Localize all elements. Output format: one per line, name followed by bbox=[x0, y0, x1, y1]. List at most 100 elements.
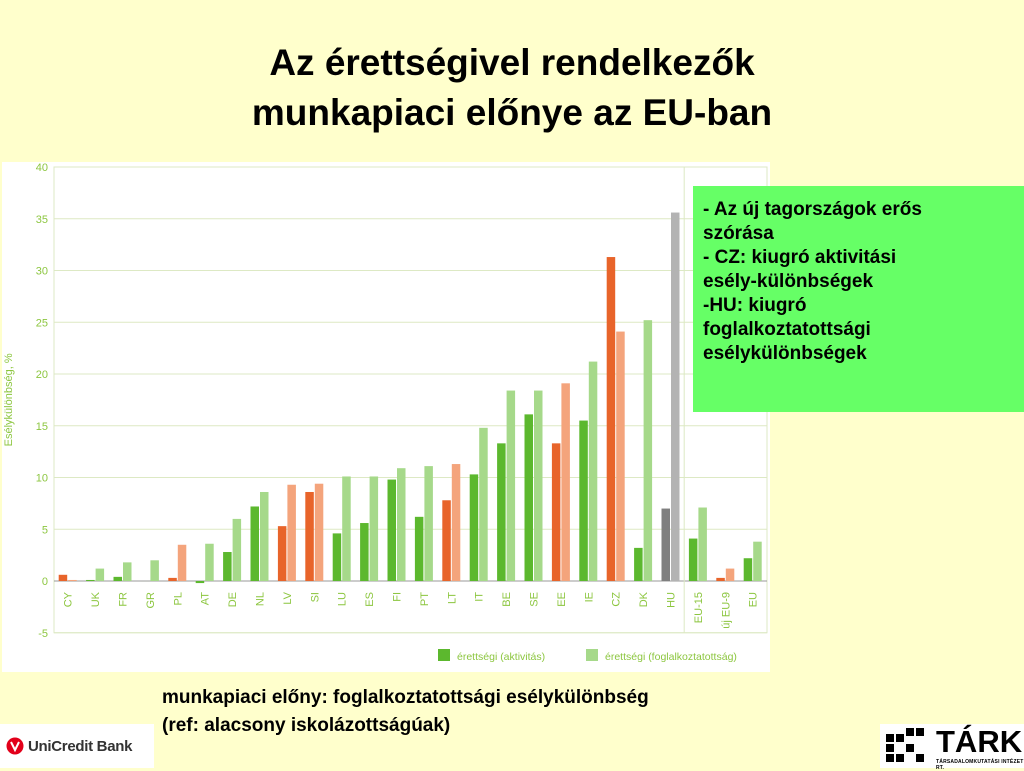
bar-UK-series-1 bbox=[86, 580, 95, 581]
bar-PL-series-2 bbox=[178, 545, 187, 581]
x-tick-label: GR bbox=[145, 592, 157, 609]
legend-swatch-2 bbox=[586, 649, 598, 661]
bar-DE-series-1 bbox=[223, 552, 232, 581]
x-tick-label: UK bbox=[90, 591, 102, 607]
x-tick-label: BE bbox=[501, 592, 513, 607]
bar-ES-series-1 bbox=[360, 523, 369, 581]
bar-EU-series-2 bbox=[753, 542, 762, 581]
bar-EU-15-series-1 bbox=[689, 539, 698, 581]
x-tick-label: ES bbox=[364, 592, 376, 607]
note-line-3: - CZ: kiugró aktivitási bbox=[703, 246, 1014, 270]
x-tick-label: FR bbox=[118, 592, 130, 607]
bar-PT-series-2 bbox=[424, 466, 433, 581]
bar-IE-series-2 bbox=[589, 362, 598, 581]
x-tick-label: SE bbox=[529, 592, 541, 607]
bar-AT-series-2 bbox=[205, 544, 214, 581]
y-tick-label: 15 bbox=[36, 421, 48, 433]
bar-LT-series-2 bbox=[452, 464, 461, 581]
title-line-1: Az érettségivel rendelkezők bbox=[0, 38, 1024, 88]
bar-GR-series-2 bbox=[150, 560, 159, 581]
note-line-6: foglalkoztatottsági bbox=[703, 318, 1014, 342]
tarki-emblem-icon bbox=[882, 724, 932, 768]
bar-EE-series-1 bbox=[552, 443, 561, 581]
legend-swatch-1 bbox=[438, 649, 450, 661]
unicredit-logo: UniCredit Bank bbox=[0, 724, 154, 768]
bar-IT-series-1 bbox=[470, 474, 479, 581]
bar-NL-series-2 bbox=[260, 492, 269, 581]
bar-SI-series-2 bbox=[315, 484, 324, 581]
tarki-text: TÁRKI bbox=[936, 724, 1024, 760]
x-tick-label: AT bbox=[200, 592, 212, 606]
bar-DE-series-2 bbox=[233, 519, 242, 581]
bar-IT-series-2 bbox=[479, 428, 488, 581]
unicredit-emblem-icon bbox=[6, 737, 24, 755]
bar-LV-series-1 bbox=[278, 526, 287, 581]
bar-SE-series-1 bbox=[525, 414, 534, 581]
bar-SE-series-2 bbox=[534, 391, 543, 581]
caption-line-2: (ref: alacsony iskolázottságúak) bbox=[162, 712, 649, 740]
bar-UK-series-2 bbox=[96, 569, 105, 581]
x-tick-label: LU bbox=[337, 592, 349, 606]
x-tick-label: LT bbox=[446, 592, 458, 604]
bar-DK-series-1 bbox=[634, 548, 643, 581]
x-tick-label: HU bbox=[666, 592, 678, 608]
x-tick-label: NL bbox=[255, 592, 267, 606]
x-tick-label: IT bbox=[474, 592, 486, 602]
plot-frame bbox=[54, 167, 767, 633]
bar-PT-series-1 bbox=[415, 517, 424, 581]
x-tick-label: CY bbox=[63, 591, 75, 607]
bar-HU-series-2 bbox=[671, 213, 680, 581]
bar-új EU-9-series-2 bbox=[726, 569, 735, 581]
slide-title: Az érettségivel rendelkezők munkapiaci e… bbox=[0, 38, 1024, 138]
title-line-2: munkapiaci előnye az EU-ban bbox=[0, 88, 1024, 138]
unicredit-text: UniCredit Bank bbox=[28, 738, 132, 755]
y-tick-label: 35 bbox=[36, 214, 48, 226]
x-tick-label: FI bbox=[392, 592, 404, 602]
x-tick-label: IE bbox=[583, 592, 595, 602]
note-line-2: szórása bbox=[703, 222, 1014, 246]
bar-LV-series-2 bbox=[287, 485, 296, 581]
x-tick-label: EE bbox=[556, 592, 568, 607]
note-box: - Az új tagországok erős szórása - CZ: k… bbox=[693, 186, 1024, 412]
note-line-4: esély-különbségek bbox=[703, 270, 1014, 294]
caption-line-1: munkapiaci előny: foglalkoztatottsági es… bbox=[162, 684, 649, 712]
bar-új EU-9-series-1 bbox=[716, 578, 725, 581]
y-axis-label: Esélykülönbség, % bbox=[3, 353, 15, 446]
x-tick-label: DK bbox=[638, 591, 650, 607]
x-tick-label: PL bbox=[172, 592, 184, 605]
caption: munkapiaci előny: foglalkoztatottsági es… bbox=[162, 684, 649, 740]
x-tick-label: DE bbox=[227, 592, 239, 607]
note-line-1: - Az új tagországok erős bbox=[703, 198, 1014, 222]
note-line-7: esélykülönbségek bbox=[703, 342, 1014, 366]
bar-FI-series-1 bbox=[388, 480, 397, 581]
bar-ES-series-2 bbox=[370, 476, 379, 581]
bar-IE-series-1 bbox=[579, 421, 588, 581]
tarki-subtitle: TÁRSADALOMKUTATÁSI INTÉZET RT. bbox=[936, 759, 1024, 771]
bar-CY-series-2 bbox=[68, 580, 77, 581]
bar-FR-series-2 bbox=[123, 562, 132, 581]
bar-FR-series-1 bbox=[114, 577, 123, 581]
legend-label-1: érettségi (aktivitás) bbox=[457, 651, 545, 663]
y-tick-label: 25 bbox=[36, 317, 48, 329]
bar-LU-series-1 bbox=[333, 533, 342, 581]
bar-LU-series-2 bbox=[342, 476, 351, 581]
tarki-logo: TÁRKI TÁRSADALOMKUTATÁSI INTÉZET RT. bbox=[880, 724, 1024, 768]
x-tick-label: új EU-9 bbox=[720, 592, 732, 629]
x-tick-label: SI bbox=[309, 592, 321, 602]
y-tick-label: 20 bbox=[36, 369, 48, 381]
bar-EU-series-1 bbox=[744, 558, 753, 581]
x-tick-label: EU-15 bbox=[693, 592, 705, 623]
bar-LT-series-1 bbox=[442, 500, 451, 581]
bar-CZ-series-1 bbox=[607, 257, 616, 581]
note-line-5: -HU: kiugró bbox=[703, 294, 1014, 318]
y-tick-label: -5 bbox=[38, 628, 48, 640]
bar-SI-series-1 bbox=[305, 492, 314, 581]
bar-BE-series-2 bbox=[507, 391, 515, 581]
x-tick-label: LV bbox=[282, 591, 294, 604]
bar-AT-series-1 bbox=[196, 581, 205, 583]
bar-CZ-series-2 bbox=[616, 332, 625, 581]
bar-FI-series-2 bbox=[397, 468, 406, 581]
y-tick-label: 30 bbox=[36, 266, 48, 278]
bar-HU-series-1 bbox=[662, 509, 671, 581]
